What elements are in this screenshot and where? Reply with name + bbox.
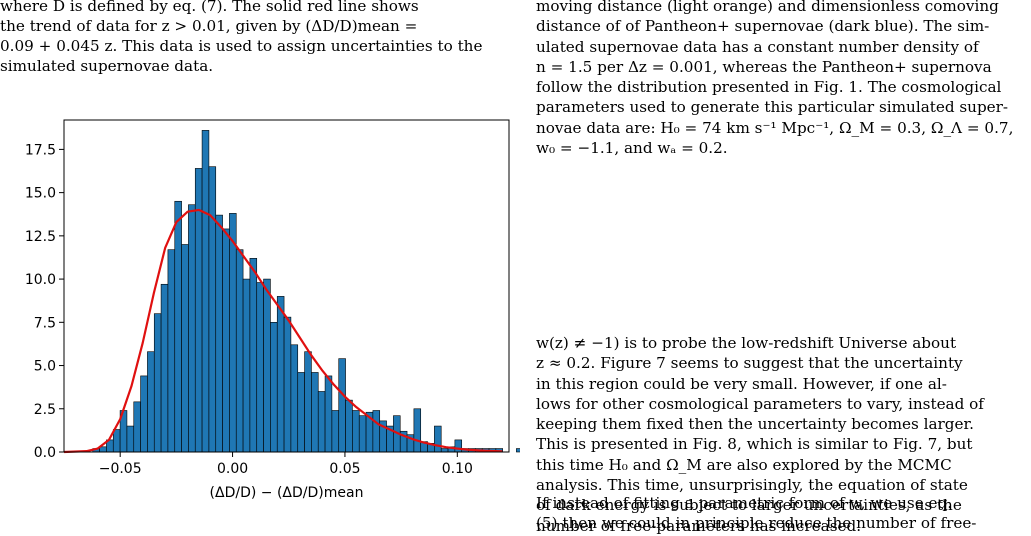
histogram-bar [352, 410, 360, 453]
histogram-bar [140, 375, 148, 453]
histogram-bar [434, 425, 442, 453]
x-axis-label: (ΔD/D) − (ΔD/D)mean [210, 485, 364, 501]
histogram-bar [454, 439, 463, 453]
right-text-top: moving distance (light orange) and dimen… [536, 0, 1024, 158]
right-text-bottom: If instead of fitting a parametric form … [536, 493, 1024, 534]
histogram-bar [133, 401, 141, 453]
plot-frame [63, 119, 510, 453]
histogram-bar [126, 425, 135, 453]
histogram-bar [242, 278, 251, 453]
histogram-bar [324, 375, 333, 453]
histogram-bars [92, 130, 520, 453]
histogram-bar [440, 448, 449, 453]
histogram-bar [311, 372, 319, 453]
histogram-bar [413, 408, 422, 453]
y-tick-label: 7.5 [34, 315, 56, 331]
histogram-bar [249, 258, 258, 453]
right-mid-line-3: in this region could be very small. Howe… [536, 374, 947, 393]
right-bot-line-2: (5) then we could in principle reduce th… [536, 514, 977, 533]
left-text-column: where D is defined by eq. (7). The solid… [0, 0, 500, 76]
y-tick-label: 12.5 [25, 229, 56, 245]
histogram-bar [276, 296, 285, 453]
y-axis: 0.0 2.5 5.0 7.5 10.0 12.5 15.0 17.5 [25, 142, 64, 461]
left-line-2: the trend of data for z > 0.01, given by… [0, 17, 418, 35]
y-tick-label: 10.0 [25, 272, 56, 288]
x-tick-label: −0.05 [99, 461, 142, 477]
left-line-4: simulated supernovae data. [0, 57, 214, 75]
right-top-line-1: moving distance (light orange) and dimen… [536, 0, 999, 15]
right-mid-line-7: this time H₀ and Ω_M are also explored b… [536, 455, 952, 474]
right-top-line-6: parameters used to generate this particu… [536, 98, 1009, 117]
histogram-bar [174, 200, 182, 453]
histogram-bar [270, 322, 278, 453]
histogram-bar [516, 448, 520, 453]
right-top-line-3: ulated supernovae data has a constant nu… [536, 37, 979, 56]
fit-curve-line [63, 208, 503, 454]
x-tick-label: 0.00 [217, 461, 248, 477]
right-top-line-7: novae data are: H₀ = 74 km s⁻¹ Mpc⁻¹, Ω_… [536, 118, 1014, 137]
right-mid-line-4: lows for other cosmological parameters t… [536, 394, 984, 413]
histogram-bar [263, 278, 271, 453]
right-mid-line-9: of dark energy is subject to larger unce… [536, 496, 962, 515]
histogram-bar [229, 213, 237, 453]
histogram-bar [338, 358, 346, 453]
right-mid-line-2: z ≈ 0.2. Figure 7 seems to suggest that … [536, 354, 963, 373]
right-mid-line-5: keeping them fixed then the uncertainty … [536, 415, 974, 434]
histogram-bar [283, 316, 292, 453]
left-line-1: where D is defined by eq. (7). The solid… [0, 0, 419, 15]
y-tick-label: 0.0 [34, 445, 56, 461]
y-tick-label: 5.0 [34, 359, 56, 375]
x-tick-label: 0.05 [329, 461, 360, 477]
histogram-bar [167, 249, 176, 453]
histogram-bar [304, 351, 312, 453]
right-top-line-4: n = 1.5 per Δz = 0.001, whereas the Pant… [536, 57, 992, 76]
right-mid-line-8: analysis. This time, unsurprisingly, the… [536, 476, 968, 495]
y-tick-label: 15.0 [25, 186, 56, 202]
x-tick-label: 0.10 [442, 461, 473, 477]
histogram-bar [147, 351, 155, 453]
y-tick-label: 2.5 [34, 402, 56, 418]
histogram-bar [188, 204, 196, 453]
right-top-line-8: w₀ = −1.1, and wₐ = 0.2. [536, 139, 728, 158]
histogram-bar [317, 391, 326, 453]
right-top-line-5: follow the distribution presented in Fig… [536, 78, 1002, 97]
histogram-bar [331, 410, 340, 453]
histogram-bar [112, 429, 121, 453]
right-top-line-2: distance of of Pantheon+ supernovae (dar… [536, 17, 990, 36]
right-text-middle: w(z) ≠ −1) is to probe the low-redshift … [536, 333, 1024, 536]
right-mid-line-1: w(z) ≠ −1) is to probe the low-redshift … [536, 334, 957, 352]
histogram-bar [235, 249, 244, 453]
left-line-3: 0.09 + 0.045 z. This data is used to ass… [0, 37, 483, 55]
histogram-bar [208, 166, 217, 453]
right-bot-line-1: If instead of fitting a parametric form … [536, 494, 953, 512]
histogram-bar [215, 214, 223, 453]
histogram-bar [201, 130, 210, 453]
x-axis: −0.05 0.00 0.05 0.10 [99, 452, 473, 477]
histogram-bar [358, 415, 367, 453]
histogram-bar [160, 283, 169, 453]
histogram-bar [181, 244, 189, 453]
histogram-bar [297, 372, 305, 453]
right-mid-line-10: number of free-parameters has increased. [536, 516, 862, 535]
histogram-chart: 0.0 2.5 5.0 7.5 10.0 12.5 15.0 17.5 −0.05 0.00 0.… [25, 119, 520, 501]
histogram-bar [290, 344, 299, 453]
histogram-bar [222, 228, 230, 453]
histogram-bar [372, 410, 381, 453]
right-mid-line-6: This is presented in Fig. 8, which is si… [536, 435, 973, 454]
histogram-bar [345, 399, 353, 453]
y-tick-label: 17.5 [25, 142, 56, 158]
histogram-bar [256, 282, 264, 453]
histogram-bar [153, 313, 162, 453]
